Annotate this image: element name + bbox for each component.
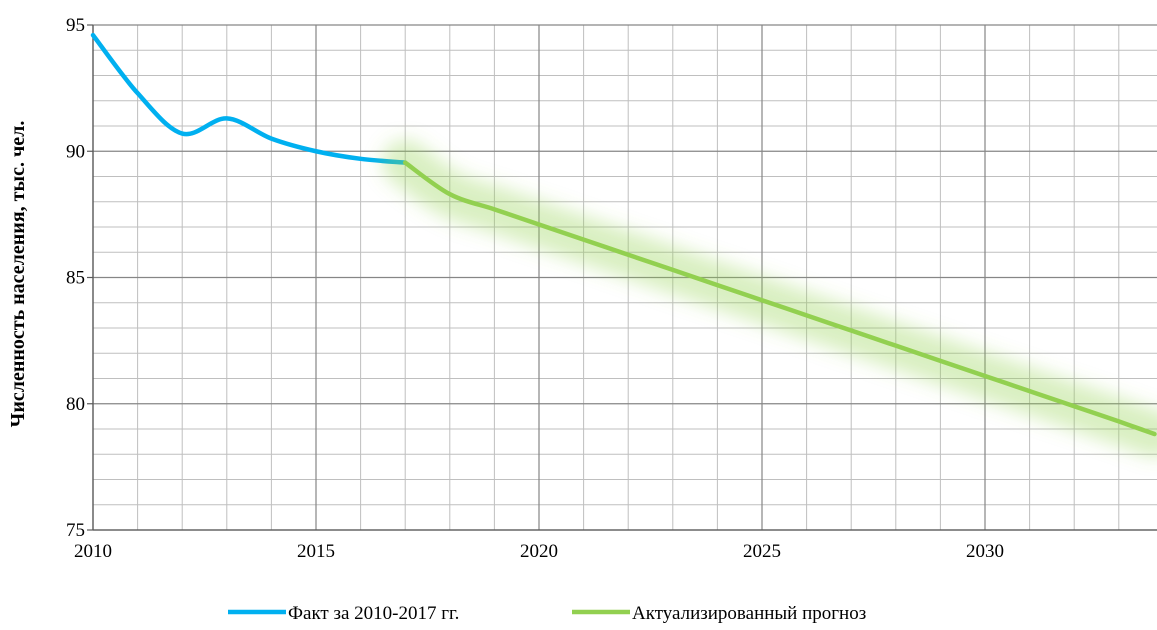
y-tick-label: 90 [66,141,85,162]
legend-label-actual: Факт за 2010-2017 гг. [288,603,459,624]
forecast-series-line [402,160,1157,437]
y-tick-label: 95 [66,15,85,36]
legend-label-forecast: Актуализированный прогноз [632,603,866,624]
x-tick-label: 2020 [520,541,558,562]
x-tick-label: 2015 [297,541,335,562]
y-tick-labels: 75 80 85 90 95 [66,15,85,541]
y-tick-label: 80 [66,394,85,415]
legend: Факт за 2010-2017 гг. Актуализированный п… [228,603,866,624]
x-tick-label: 2010 [74,541,112,562]
x-tick-labels: 2010 2015 2020 2025 2030 [74,541,1004,562]
x-tick-label: 2025 [743,541,781,562]
y-tick-label: 75 [66,520,85,541]
x-tick-label: 2030 [966,541,1004,562]
axes [87,24,1157,531]
y-axis-label: Численность населения, тыс. чел. [7,121,29,428]
series-lines [90,32,1157,458]
y-tick-label: 85 [66,268,85,289]
actual-series-line [90,32,408,165]
